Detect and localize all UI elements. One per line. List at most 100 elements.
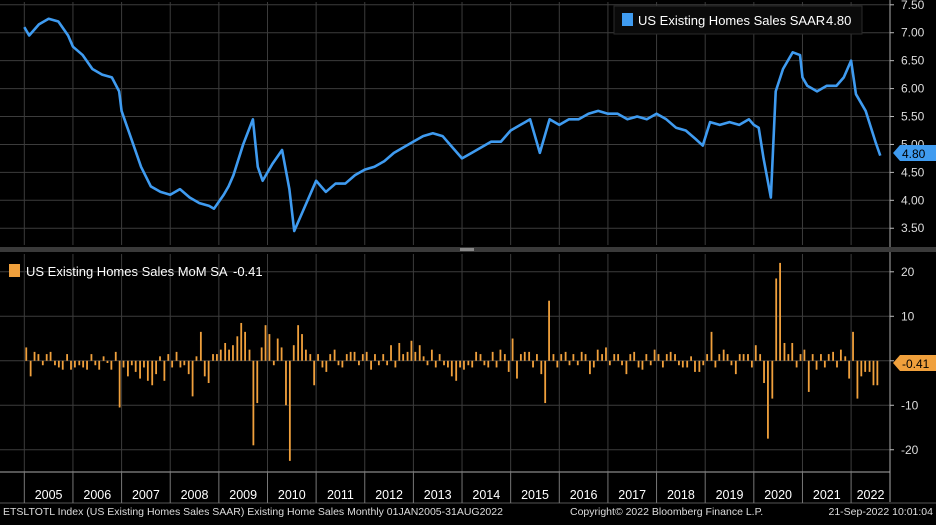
mom-bar [114,351,117,361]
mom-bar [175,351,178,361]
x-tick-label: 2010 [278,488,306,502]
mom-bar [572,354,575,361]
x-tick-label: 2021 [813,488,841,502]
mom-bar [820,354,822,361]
saar-line [23,17,882,233]
mom-bar [860,360,863,377]
top-y-tick-label: 4.50 [901,165,925,179]
mom-bar [645,354,648,361]
mom-bar [495,360,498,368]
mom-bar [775,278,778,361]
mom-bar [146,360,149,381]
mom-bar [836,360,838,368]
mom-bar [252,360,255,446]
bottom-y-tick-label: 10 [901,309,915,323]
mom-bar [560,354,563,361]
mom-bar [337,360,340,366]
mom-bar [37,354,40,361]
mom-bar [49,351,52,361]
x-tick-label: 2016 [570,488,598,502]
top-legend: US Existing Homes Sales SAAR 4.80 [613,5,863,35]
mom-bar [374,354,376,361]
mom-bar [767,360,769,439]
mom-bar [568,360,571,366]
mom-bar [681,360,684,368]
mom-bar [361,354,364,361]
mom-bar [127,360,129,377]
mom-bar [207,360,210,384]
mom-bar [130,360,133,366]
mom-bar [463,360,465,370]
mom-bar [564,351,567,361]
mom-bar [690,356,692,361]
mom-bar [832,351,834,361]
mom-bar [228,349,230,361]
mom-bar [730,360,733,366]
mom-bar [292,345,295,361]
mom-bar [167,354,170,361]
mom-bar [795,360,798,368]
mom-bar [540,360,543,375]
saar-last-value: 4.80 [902,147,926,161]
x-tick-label: 2015 [521,488,549,502]
y-tick-labels: 7.507.006.506.005.505.004.504.003.502010… [890,0,925,457]
mom-bar [507,360,510,372]
footer-source: ETSLTOTL Index (US Existing Homes Sales … [3,506,503,518]
mom-bar [86,360,88,370]
mom-bar [353,351,356,361]
mom-bar [734,360,737,375]
top-legend-value: 4.80 [826,13,851,28]
mom-bar [244,331,247,361]
mom-bar [523,351,526,361]
mom-bar [483,360,486,366]
mom-bar [738,354,741,361]
mom-bar [288,360,291,461]
mom-bar [333,349,336,361]
mom-bar [852,331,854,361]
mom-bar [799,354,802,361]
mom-bar [475,351,478,361]
mom-bar [122,360,125,368]
mom-bar [25,347,28,361]
mom-bar [305,349,307,361]
mom-bar [702,360,705,366]
x-tick-label: 2007 [132,488,160,502]
mom-bar [443,360,445,366]
mom-bar [272,360,275,366]
mom-bar [629,354,632,361]
mom-bar [285,360,287,406]
mom-bar [580,351,583,361]
mom-bar [329,354,332,361]
mom-bar [90,354,93,361]
mom-bar [110,360,113,370]
mom-last-value-tag: -0.41 [893,355,936,371]
mom-bar [394,360,397,368]
mom-bar [706,354,709,361]
bottom-legend-label: US Existing Homes Sales MoM SA [26,264,228,279]
mom-bar [430,349,433,361]
mom-bar [447,360,449,368]
mom-bar [422,356,425,361]
mom-bar [754,345,757,361]
x-tick-label: 2009 [229,488,257,502]
mom-bar [386,360,389,366]
mom-bar [199,331,202,361]
mom-bar [260,347,263,361]
mom-bar [309,354,312,361]
mom-bar [377,360,380,366]
mom-bar [576,360,579,366]
panel-divider-grip[interactable] [460,248,474,251]
mom-bar [276,338,279,361]
mom-bar [358,360,360,366]
mom-last-value: -0.41 [902,357,930,371]
mom-bar [365,351,368,361]
mom-bar [256,360,259,404]
top-y-tick-label: 3.50 [901,221,925,235]
mom-bar [321,360,324,368]
mom-bar [876,360,879,386]
mom-bar [438,354,441,361]
mom-bar [710,331,713,361]
mom-bar [823,360,826,368]
mom-bar [450,360,453,377]
